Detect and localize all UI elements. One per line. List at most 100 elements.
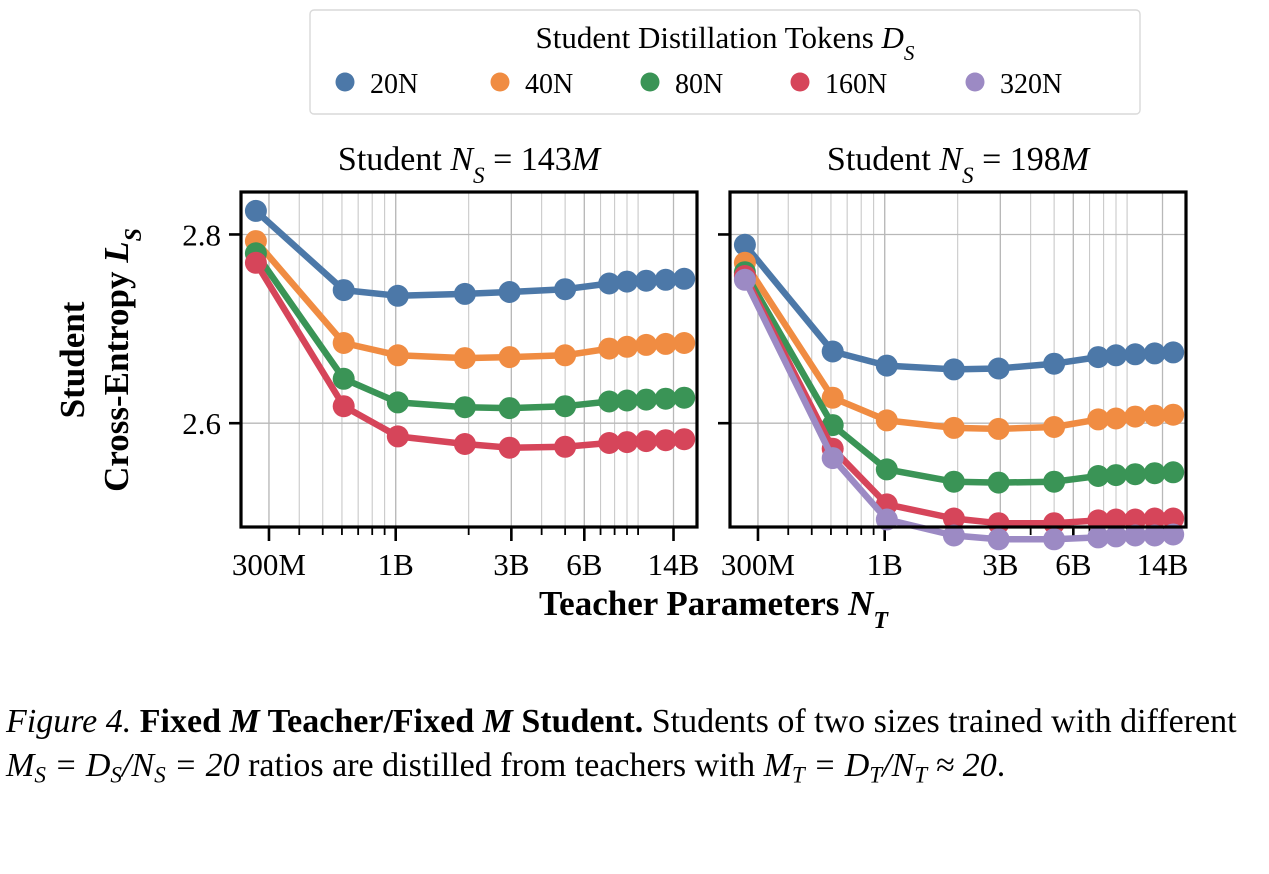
legend-marker-icon [965, 72, 985, 92]
xtick-label: 300M [232, 547, 306, 582]
data-point-marker [733, 233, 756, 256]
data-point-marker [386, 344, 409, 367]
data-point-marker [673, 267, 696, 290]
data-point-marker [498, 346, 521, 369]
data-point-marker [244, 199, 267, 222]
ytick-label: 2.8 [182, 217, 221, 252]
data-point-marker [1043, 512, 1066, 535]
data-point-marker [1087, 346, 1110, 369]
data-point-marker [1162, 507, 1185, 530]
data-point-marker [554, 435, 577, 458]
data-point-marker [1162, 461, 1185, 484]
data-point-marker [453, 347, 476, 370]
data-point-marker [1143, 507, 1166, 530]
data-point-marker [498, 436, 521, 459]
legend-item-40N[interactable]: 40N [490, 69, 574, 100]
data-point-marker [1043, 352, 1066, 375]
xtick-label: 1B [378, 547, 414, 582]
legend-marker-icon [640, 72, 660, 92]
panel-left: Student NS = 143M 300M 1B 3B 6B 14B 2.8 2.6 [182, 141, 699, 582]
data-point-marker [1087, 408, 1110, 431]
data-point-marker [1087, 526, 1110, 549]
data-point-marker [987, 512, 1010, 535]
legend-item-label: 20N [370, 69, 418, 100]
data-point-marker [654, 387, 677, 410]
data-point-marker [1124, 405, 1147, 428]
data-point-marker [1124, 463, 1147, 486]
data-point-marker [942, 524, 965, 547]
data-point-marker [1043, 470, 1066, 493]
data-point-marker [733, 268, 756, 291]
series-20N [733, 233, 1185, 381]
data-point-marker [1143, 462, 1166, 485]
legend-item-20N[interactable]: 20N [335, 69, 419, 100]
data-point-marker [987, 471, 1010, 494]
xtick-label: 3B [982, 547, 1018, 582]
panel-title-right: Student NS = 198M [827, 141, 1091, 189]
axis-frame-right [728, 190, 1188, 529]
legend-item-label: 320N [1000, 69, 1062, 100]
data-point-marker [821, 340, 844, 363]
xtick-label: 14B [648, 547, 700, 582]
caption-equation-1: MS = DS/NS = 20 [6, 746, 240, 788]
data-point-marker [987, 528, 1010, 551]
data-point-marker [616, 431, 638, 454]
y-axis-title-line1: Student [53, 301, 92, 418]
data-point-marker [1143, 342, 1166, 365]
legend-item-160N[interactable]: 160N [790, 69, 888, 100]
data-point-marker [821, 414, 844, 437]
legend-marker-icon [790, 72, 810, 92]
caption-body-1: Students of two sizes trained with diffe… [651, 703, 1237, 740]
legend-box [309, 9, 1141, 115]
data-point-marker [616, 389, 638, 412]
xtick-label: 300M [721, 547, 795, 582]
data-point-marker [1105, 344, 1127, 367]
data-point-marker [635, 430, 658, 453]
data-point-marker [875, 508, 898, 531]
legend-item-label: 80N [675, 69, 723, 100]
data-point-marker [554, 344, 577, 367]
series-160N [244, 251, 696, 459]
data-point-marker [673, 428, 696, 451]
panel-right: Student NS = 198M 300M 1B 3B 6B 14B [718, 141, 1188, 582]
data-point-marker [332, 332, 355, 354]
data-point-marker [942, 470, 965, 493]
series-20N [244, 199, 696, 307]
caption-equation-2: MT = DT/NT ≈ 20 [763, 746, 997, 788]
data-point-marker [875, 458, 898, 481]
data-point-marker [942, 358, 965, 381]
x-axis-title: Teacher Parameters NT [539, 584, 889, 634]
data-point-marker [673, 386, 696, 409]
data-point-marker [386, 284, 409, 307]
caption-body-3: . [996, 746, 1006, 784]
xtick-label: 6B [566, 547, 602, 582]
figure-caption: Figure 4. Fixed M Teacher/Fixed M Studen… [6, 700, 1264, 791]
legend-marker-icon [335, 72, 355, 92]
ytick-label: 2.6 [182, 406, 221, 441]
data-point-marker [498, 397, 521, 420]
data-point-marker [453, 282, 476, 305]
data-point-marker [244, 251, 267, 274]
xtick-label: 3B [493, 547, 529, 582]
data-point-marker [673, 332, 696, 354]
data-point-marker [554, 395, 577, 418]
legend-item-label: 40N [525, 69, 573, 100]
data-point-marker [554, 278, 577, 301]
data-point-marker [1105, 525, 1127, 548]
panel-title-left: Student NS = 143M [338, 141, 602, 189]
legend-item-80N[interactable]: 80N [640, 69, 724, 100]
data-point-marker [942, 507, 965, 530]
data-point-marker [1162, 523, 1185, 546]
xtick-label: 14B [1137, 547, 1189, 582]
data-point-marker [1043, 416, 1066, 438]
legend-item-320N[interactable]: 320N [965, 69, 1063, 100]
data-point-marker [332, 395, 355, 418]
legend-marker-icon [490, 72, 510, 92]
data-point-marker [635, 388, 658, 411]
data-point-marker [821, 386, 844, 409]
data-point-marker [635, 333, 658, 356]
data-point-marker [654, 332, 677, 355]
data-point-marker [1043, 528, 1066, 551]
data-point-marker [1124, 524, 1147, 547]
